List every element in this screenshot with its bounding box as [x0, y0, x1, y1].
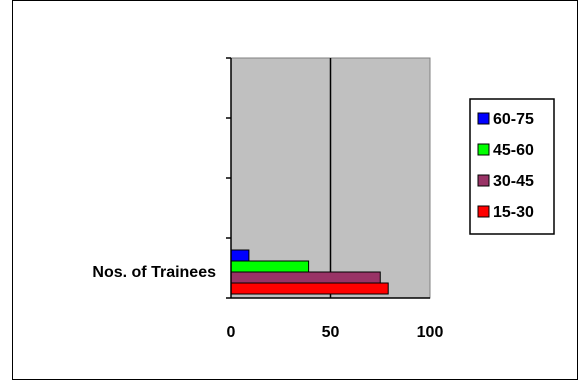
bar-15-30	[230, 282, 389, 295]
x-tick-label: 50	[322, 324, 340, 341]
legend-swatch-15-30	[477, 205, 490, 218]
legend-swatch-60-75	[477, 112, 490, 125]
legend: 60-75 45-60 30-45 15-30	[469, 98, 555, 235]
bar-30-45	[230, 271, 381, 284]
legend-swatch-30-45	[477, 174, 490, 187]
legend-label-60-75: 60-75	[493, 111, 534, 128]
legend-swatch-45-60	[477, 143, 490, 156]
x-tick-label: 0	[227, 324, 236, 341]
legend-label-45-60: 45-60	[493, 142, 534, 159]
category-label: Nos. of Trainees	[92, 264, 216, 281]
x-tick-label: 100	[417, 324, 444, 341]
bar-60-75	[230, 249, 250, 262]
bar-45-60	[230, 260, 310, 273]
legend-label-30-45: 30-45	[493, 173, 534, 190]
legend-label-15-30: 15-30	[493, 204, 534, 221]
